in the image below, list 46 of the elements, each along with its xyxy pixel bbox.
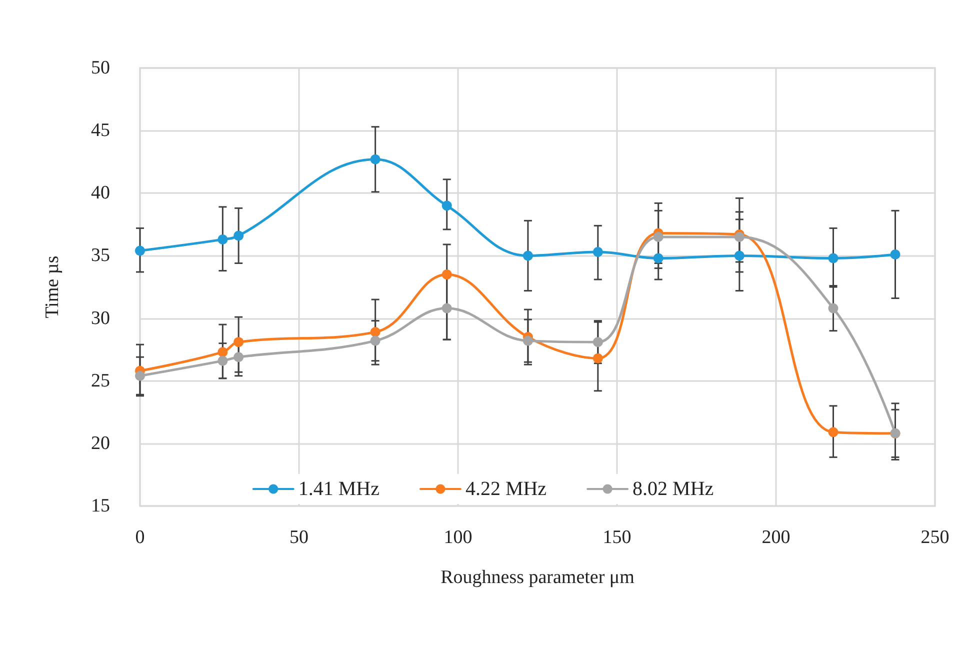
point — [442, 303, 452, 314]
y-tick-label: 45 — [91, 120, 110, 142]
point — [828, 303, 838, 314]
legend-label: 4.22 MHz — [465, 478, 547, 500]
y-axis-title: Time µs — [42, 256, 63, 318]
x-tick-label: 150 — [602, 527, 632, 548]
y-tick-label: 30 — [91, 308, 110, 329]
point — [135, 246, 145, 256]
x-tick-label: 250 — [920, 527, 950, 548]
point — [592, 353, 603, 364]
point — [734, 250, 744, 261]
point — [135, 370, 145, 381]
x-tick-label: 100 — [444, 527, 472, 548]
point — [522, 250, 533, 261]
point — [234, 337, 244, 348]
point — [442, 269, 452, 280]
point — [653, 232, 664, 242]
y-tick-label: 50 — [91, 58, 110, 78]
point — [370, 336, 380, 346]
x-tick-label: 0 — [135, 527, 145, 548]
point — [522, 336, 533, 346]
point — [370, 154, 380, 164]
point — [653, 253, 664, 264]
point — [218, 347, 228, 358]
point — [828, 427, 838, 438]
point — [442, 200, 452, 211]
point — [890, 249, 900, 260]
y-tick-label: 40 — [91, 182, 110, 204]
legend-label: 8.02 MHz — [632, 478, 714, 500]
legend-label: 1.41 MHz — [298, 478, 380, 500]
y-tick-label: 15 — [91, 496, 110, 516]
y-tick-label: 20 — [91, 432, 110, 454]
point — [218, 234, 228, 244]
y-tick-label: 25 — [91, 370, 110, 392]
point — [218, 356, 228, 366]
point — [234, 352, 244, 362]
y-tick-label: 35 — [91, 245, 110, 266]
point — [828, 253, 838, 264]
point — [592, 246, 603, 257]
point — [592, 337, 603, 348]
x-tick-label: 50 — [290, 527, 308, 548]
x-axis-title: Roughness parameter μm — [440, 567, 635, 588]
point — [734, 232, 744, 242]
x-tick-label: 200 — [762, 527, 790, 548]
point — [370, 327, 380, 338]
point — [234, 230, 244, 241]
